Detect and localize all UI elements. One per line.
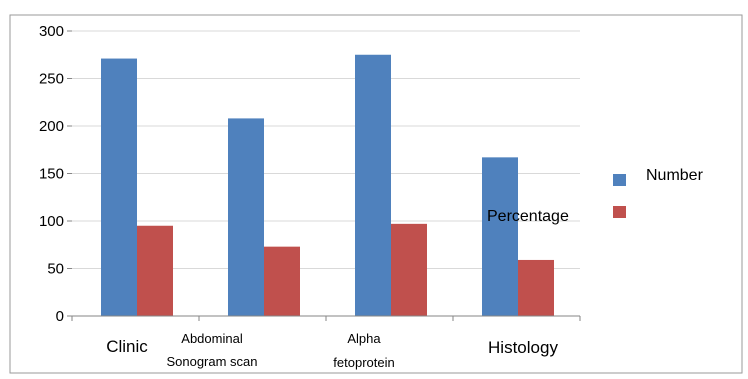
x-axis-ticks: Clinic Abdominal Sonogram scan Alpha fetopro… <box>71 316 581 370</box>
chart-border <box>9 14 743 374</box>
x-tick-label: Alpha <box>347 331 381 346</box>
bar-number-2 <box>228 118 264 317</box>
bars <box>101 54 554 317</box>
bar-percentage-2 <box>264 246 300 316</box>
legend-swatch-percentage <box>613 206 626 218</box>
y-axis-ticks: 0 50 100 150 200 250 300 <box>39 23 72 325</box>
x-tick-label: Sonogram scan <box>166 354 257 369</box>
y-tick-label: 50 <box>47 261 64 278</box>
x-tick-label: Histology <box>488 338 558 357</box>
x-tick-label: Clinic <box>106 337 148 356</box>
bar-percentage-1 <box>137 225 173 316</box>
legend-label-percentage: Percentage <box>487 208 569 225</box>
y-tick-label: 250 <box>39 71 64 88</box>
bar-percentage-4 <box>518 259 554 316</box>
legend: Number Percentage <box>487 167 704 225</box>
bar-number-4 <box>482 157 518 316</box>
y-tick-label: 200 <box>39 118 64 135</box>
bar-number-3 <box>355 54 391 316</box>
bar-number-1 <box>101 58 137 317</box>
y-tick-label: 100 <box>39 213 64 230</box>
y-tick-label: 300 <box>39 23 64 40</box>
legend-swatch-number <box>613 174 626 186</box>
y-tick-label: 0 <box>56 308 64 325</box>
x-tick-label: Abdominal <box>181 331 243 346</box>
legend-label-number: Number <box>646 167 704 184</box>
bar-percentage-3 <box>391 223 427 316</box>
x-tick-label: fetoprotein <box>333 355 394 370</box>
y-tick-label: 150 <box>39 166 64 183</box>
